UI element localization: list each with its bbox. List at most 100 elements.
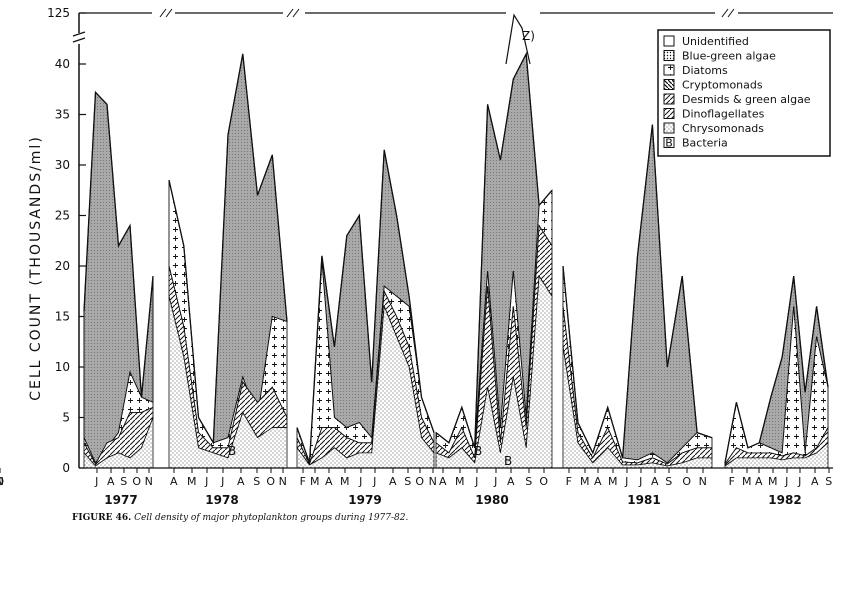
month-label-1982-3: M: [768, 475, 778, 488]
month-label-1980-1: M: [455, 475, 465, 488]
month-label-1981-5: J: [638, 475, 643, 488]
series-total-1981: [562, 124, 713, 464]
legend-swatch-glyph: B: [665, 137, 673, 150]
series-total-line-1981: [562, 124, 713, 459]
annotation-b-1980-sep: B: [504, 454, 512, 468]
series-total-line-1982: [724, 276, 829, 464]
annotations: B B B Z): [228, 29, 535, 468]
y-tick-label-40: 40: [55, 57, 70, 71]
series-total-line-1979: [296, 149, 435, 464]
month-label-1981-3: M: [608, 475, 618, 488]
legend-swatch: [663, 108, 675, 119]
y-axis: 0 5 10 15 20 25 30 35 40 125: [47, 6, 86, 475]
y-tick-label-15: 15: [55, 310, 70, 324]
month-label-1980-2: J: [474, 475, 479, 488]
month-label-1978-2: J: [204, 475, 209, 488]
series-total-line-1978: [168, 53, 288, 446]
figure-caption: FIGURE 46. Cell density of major phytopl…: [72, 513, 408, 523]
month-label-1980-5: S: [525, 475, 532, 488]
month-label-1979-5: J: [372, 475, 377, 488]
month-label-1977-0: J: [94, 475, 99, 488]
legend-label: Unidentified: [682, 35, 749, 48]
month-label-1979-6: A: [389, 475, 397, 488]
month-label-1978-3: J: [220, 475, 225, 488]
y-axis-label: CELL COUNT (THOUSANDS/ml): [28, 135, 44, 401]
legend-swatch: [663, 93, 675, 105]
series-total-line-1977: [83, 90, 154, 398]
month-label-1981-0: F: [566, 475, 573, 488]
legend-item-3: Cryptomonads: [663, 79, 763, 92]
year-label-1981: 1981: [627, 493, 660, 507]
offscale-spike-1980: [505, 13, 531, 65]
legend-label: Blue-green algae: [682, 50, 776, 63]
month-label-1982-0: F: [729, 475, 736, 488]
legend-item-0: Unidentified: [663, 35, 749, 48]
panel-1979: [296, 149, 435, 469]
annotation-b-1980-jul: B: [474, 444, 482, 458]
panel-1982: [724, 276, 829, 469]
legend-swatch: [663, 79, 675, 90]
month-label-1981-6: A: [651, 475, 659, 488]
month-label-1977-4: N: [145, 475, 154, 488]
panel-1981: [562, 124, 713, 469]
caption-text: Cell density of major phytoplankton grou…: [134, 513, 409, 523]
legend-item-5: Dinoflagellates: [663, 108, 765, 121]
y-tick-label-35: 35: [55, 108, 70, 122]
month-label-1981-4: J: [624, 475, 629, 488]
y-break-tick-label: 125: [47, 6, 70, 20]
year-label-1978: 1978: [205, 493, 238, 507]
month-label-1977-3: O: [132, 475, 141, 488]
month-label-1982-6: A: [811, 475, 819, 488]
legend-item-4: Desmids & green algae: [663, 93, 811, 106]
legend-box: [657, 29, 831, 157]
year-label-1977: 1977: [104, 493, 137, 507]
month-label-1979-8: O: [415, 475, 424, 488]
page-number: 63: [0, 580, 2, 594]
legend-item-1: Blue-green algae: [663, 50, 776, 63]
month-label-1980-3: J: [493, 475, 498, 488]
annotation-z-1980: Z): [522, 29, 535, 43]
legend-item-6: Chrysomonads: [663, 122, 764, 135]
month-label-1981-8: O: [682, 475, 691, 488]
caption-label: FIGURE 46.: [72, 513, 132, 523]
month-label-1979-2: A: [325, 475, 333, 488]
month-label-1980-6: O: [539, 475, 548, 488]
month-label-1978-5: S: [253, 475, 260, 488]
month-label-1978-6: O: [266, 475, 275, 488]
y-tick-label-25: 25: [55, 209, 70, 223]
year-label-1979: 1979: [348, 493, 381, 507]
y-axis-break-mark: [72, 31, 86, 43]
legend-swatch: [663, 64, 675, 76]
y-tick-label-20: 20: [55, 259, 70, 273]
legend-label: Dinoflagellates: [682, 108, 765, 121]
legend-swatch: [663, 35, 675, 47]
month-label-1981-9: N: [699, 475, 708, 488]
year-label-1980: 1980: [475, 493, 508, 507]
y-tick-label-10: 10: [55, 360, 70, 374]
month-label-1982-7: S: [825, 475, 832, 488]
month-label-1978-7: N: [279, 475, 288, 488]
y-tick-label-5: 5: [62, 411, 70, 425]
month-label-1980-0: A: [439, 475, 447, 488]
month-label-1977-2: S: [120, 475, 127, 488]
legend-label: Diatoms: [682, 64, 728, 77]
panel-1977: [83, 90, 154, 469]
month-label-1979-4: J: [358, 475, 363, 488]
series-total-line-1980: [435, 51, 553, 448]
month-label-1981-1: M: [580, 475, 590, 488]
series-chrysomonads-1981: [562, 346, 713, 469]
legend-swatch: [663, 50, 675, 61]
month-label-1979-9: N: [429, 475, 438, 488]
legend-item-7: B Bacteria: [663, 137, 728, 150]
annotation-b-1978: B: [228, 444, 236, 458]
legend-swatch: [663, 137, 675, 148]
legend-label: Bacteria: [682, 137, 728, 150]
panel-1978: [168, 53, 288, 469]
month-label-1980-4: A: [507, 475, 515, 488]
month-label-1982-5: J: [797, 475, 802, 488]
month-label-1979-1: M: [310, 475, 320, 488]
x-axis-labels: JASON1977AMJJASON1978FMAMJJASONDJ1979AMJ…: [0, 468, 832, 507]
month-label-1979-11: J: [0, 475, 2, 488]
legend-label: Chrysomonads: [682, 122, 764, 135]
